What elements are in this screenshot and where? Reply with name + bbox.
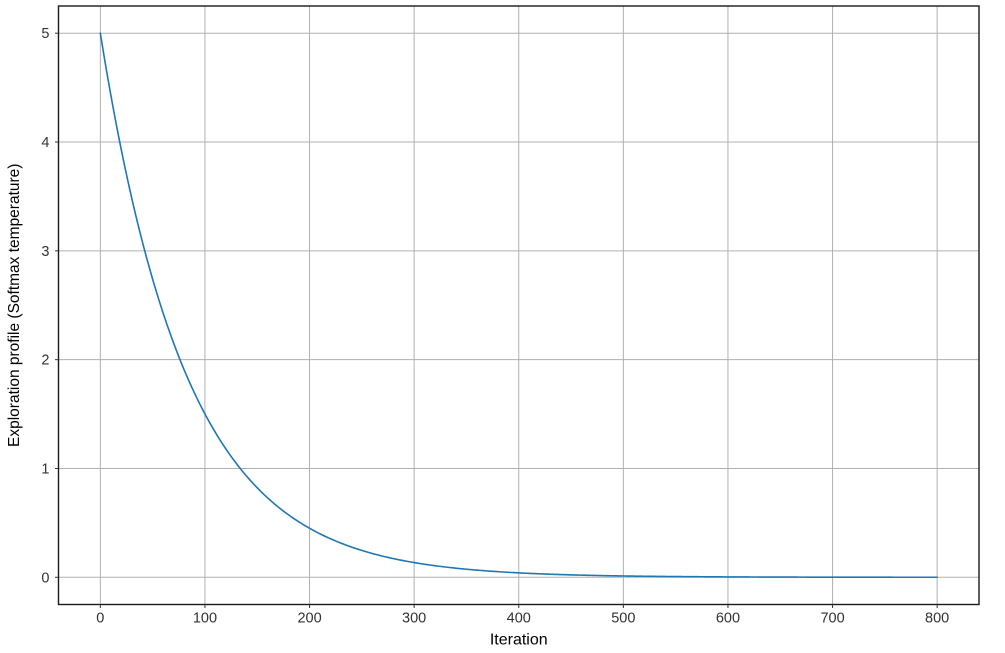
- svg-text:500: 500: [611, 611, 635, 627]
- svg-text:Exploration profile (Softmax t: Exploration profile (Softmax temperature…: [6, 164, 23, 447]
- svg-text:800: 800: [925, 611, 949, 627]
- svg-text:Iteration: Iteration: [490, 632, 548, 649]
- svg-text:0: 0: [41, 570, 49, 586]
- svg-text:3: 3: [41, 244, 49, 260]
- svg-text:400: 400: [507, 611, 531, 627]
- svg-text:300: 300: [402, 611, 426, 627]
- svg-text:1: 1: [41, 461, 49, 477]
- svg-text:700: 700: [820, 611, 844, 627]
- svg-text:600: 600: [716, 611, 740, 627]
- svg-text:5: 5: [41, 26, 49, 42]
- svg-text:2: 2: [41, 353, 49, 369]
- svg-text:100: 100: [193, 611, 217, 627]
- svg-text:200: 200: [297, 611, 321, 627]
- svg-text:0: 0: [96, 611, 104, 627]
- svg-text:4: 4: [41, 135, 49, 151]
